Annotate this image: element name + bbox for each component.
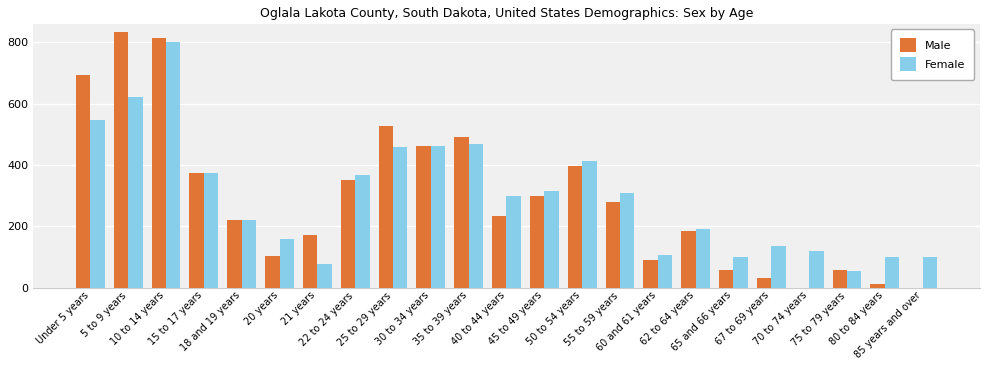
Bar: [242, 220, 255, 287]
Bar: [113, 32, 128, 287]
Bar: [128, 97, 142, 287]
Bar: [832, 270, 846, 287]
Bar: [567, 166, 582, 287]
Bar: [529, 196, 543, 287]
Bar: [204, 172, 218, 287]
Bar: [605, 202, 619, 287]
Bar: [506, 196, 521, 287]
Bar: [279, 239, 294, 287]
Bar: [657, 255, 671, 287]
Bar: [431, 146, 445, 287]
Bar: [379, 126, 392, 287]
Legend: Male, Female: Male, Female: [890, 29, 973, 80]
Bar: [265, 256, 279, 287]
Bar: [152, 38, 166, 287]
Bar: [340, 180, 355, 287]
Bar: [303, 235, 317, 287]
Bar: [643, 259, 657, 287]
Bar: [883, 257, 898, 287]
Bar: [189, 172, 204, 287]
Bar: [809, 251, 822, 287]
Bar: [468, 144, 482, 287]
Bar: [695, 229, 709, 287]
Bar: [416, 146, 431, 287]
Bar: [870, 284, 883, 287]
Bar: [355, 175, 369, 287]
Bar: [922, 257, 936, 287]
Bar: [454, 137, 468, 287]
Bar: [91, 120, 105, 287]
Bar: [756, 278, 770, 287]
Bar: [619, 193, 634, 287]
Bar: [317, 264, 331, 287]
Bar: [392, 148, 407, 287]
Bar: [582, 161, 596, 287]
Bar: [719, 270, 733, 287]
Bar: [166, 42, 180, 287]
Bar: [770, 246, 785, 287]
Bar: [492, 216, 506, 287]
Bar: [680, 231, 695, 287]
Bar: [846, 271, 861, 287]
Bar: [76, 75, 91, 287]
Bar: [227, 220, 242, 287]
Title: Oglala Lakota County, South Dakota, United States Demographics: Sex by Age: Oglala Lakota County, South Dakota, Unit…: [259, 7, 752, 20]
Bar: [733, 257, 747, 287]
Bar: [543, 191, 558, 287]
